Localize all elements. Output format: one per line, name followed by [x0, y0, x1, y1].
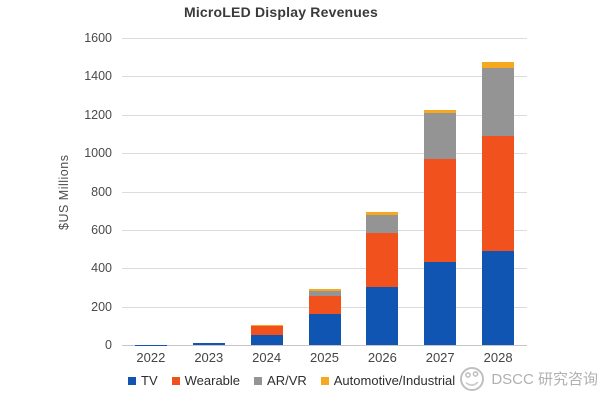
bar-segment-2026-wearable — [366, 232, 399, 288]
bar-segment-2027-tv — [424, 261, 457, 345]
gridline-1200 — [122, 114, 527, 116]
bar-2027 — [424, 109, 457, 345]
bar-segment-2023-tv — [192, 343, 225, 345]
x-tick-label-2025: 2025 — [310, 350, 339, 365]
x-tick-label-2022: 2022 — [136, 350, 166, 365]
bar-2026 — [366, 211, 399, 345]
bar-segment-2024-wearable — [250, 326, 283, 336]
y-tick-label-0: 0 — [105, 338, 112, 352]
plot-area — [122, 38, 527, 346]
gridline-800 — [122, 191, 527, 193]
legend-item-tv: TV — [128, 373, 158, 388]
bar-segment-2028-automotive-industrial — [482, 62, 515, 68]
bar-2024 — [250, 325, 283, 345]
bar-2025 — [308, 289, 341, 345]
y-tick-label-400: 400 — [91, 261, 112, 276]
bar-segment-2027-ar-vr — [424, 112, 457, 159]
y-axis-tick-labels: 0 200 400 600 800 1000 1200 1400 1600 — [0, 0, 112, 402]
legend-label: AR/VR — [267, 373, 307, 388]
gridline-1600 — [122, 38, 527, 39]
legend-swatch-icon — [171, 376, 180, 385]
y-tick-label-1000: 1000 — [84, 146, 112, 161]
watermark-text: DSCC 研究咨询 — [491, 370, 598, 388]
legend-label: TV — [141, 373, 158, 388]
dscc-logo-icon — [460, 367, 485, 391]
x-tick-label-2028: 2028 — [483, 350, 513, 365]
legend-item-automotive-industrial: Automotive/Industrial — [320, 373, 456, 388]
bar-2028 — [482, 62, 515, 345]
chart-title: MicroLED Display Revenues — [183, 4, 379, 20]
legend-swatch-icon — [128, 376, 136, 385]
y-tick-label-200: 200 — [91, 299, 112, 314]
x-tick-label-2023: 2023 — [194, 350, 224, 365]
y-tick-label-800: 800 — [91, 184, 112, 199]
x-tick-label-2026: 2026 — [367, 350, 397, 365]
bar-segment-2026-ar-vr — [366, 214, 399, 233]
bar-segment-2026-tv — [366, 287, 399, 345]
bar-segment-2025-ar-vr — [308, 291, 341, 297]
bar-segment-2025-wearable — [308, 296, 341, 315]
legend: TV Wearable AR/VR Automotive/Industrial — [128, 373, 455, 388]
y-tick-label-1400: 1400 — [84, 69, 112, 84]
y-tick-label-1600: 1600 — [84, 31, 112, 45]
bar-segment-2026-automotive-industrial — [366, 211, 399, 215]
bar-segment-2028-ar-vr — [482, 67, 515, 136]
legend-label: Automotive/Industrial — [333, 373, 456, 388]
gridline-1000 — [122, 153, 527, 155]
bar-segment-2025-tv — [308, 314, 341, 345]
gridline-600 — [122, 229, 527, 231]
bar-segment-2028-tv — [482, 250, 515, 345]
watermark: DSCC 研究咨询 — [457, 362, 598, 394]
x-axis-labels: 2022 2023 2024 2025 2026 2027 2028 — [0, 350, 600, 368]
legend-item-ar-vr: AR/VR — [254, 373, 307, 388]
x-tick-label-2027: 2027 — [425, 350, 455, 365]
gridline-400 — [122, 268, 527, 270]
bar-segment-2024-tv — [250, 335, 283, 345]
bar-segment-2024-ar-vr — [250, 325, 283, 327]
bar-2023 — [192, 342, 225, 345]
y-tick-label-1200: 1200 — [84, 107, 112, 122]
bar-segment-2028-wearable — [482, 135, 515, 251]
legend-label: Wearable — [184, 373, 241, 388]
bar-segment-2027-wearable — [424, 158, 457, 262]
legend-swatch-icon — [320, 376, 329, 385]
legend-item-wearable: Wearable — [171, 373, 241, 388]
bar-segment-2025-automotive-industrial — [308, 289, 341, 292]
x-tick-label-2024: 2024 — [252, 350, 282, 365]
gridline-1400 — [122, 76, 527, 78]
y-tick-label-600: 600 — [91, 222, 112, 237]
bar-segment-2027-automotive-industrial — [424, 109, 457, 113]
legend-swatch-icon — [254, 376, 263, 385]
